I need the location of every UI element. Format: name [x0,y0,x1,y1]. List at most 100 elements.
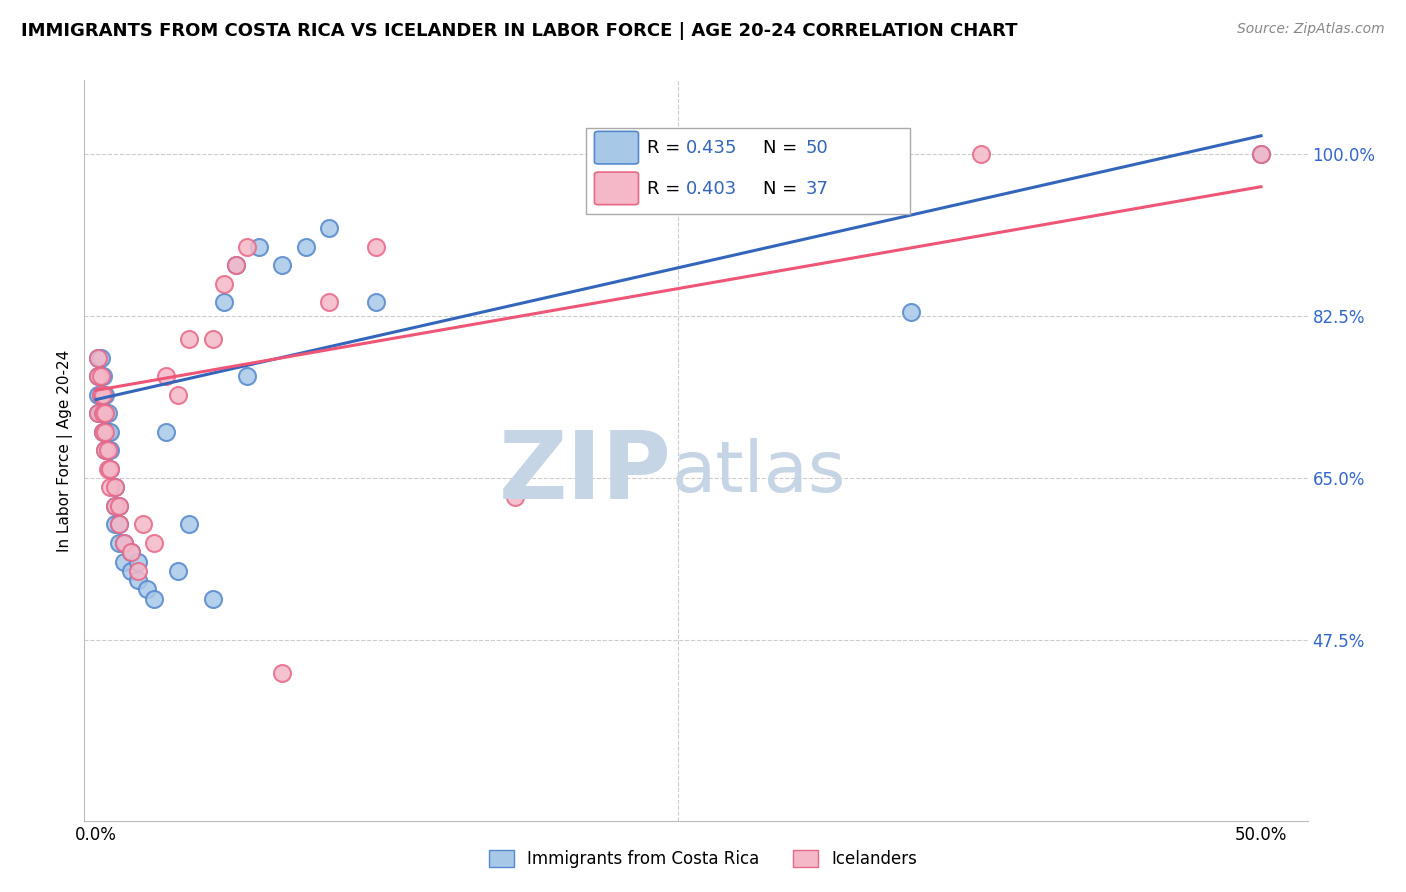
Point [87,369,110,384]
Point [98,443,121,458]
Point [90,351,112,365]
Text: Source: ZipAtlas.com: Source: ZipAtlas.com [1237,22,1385,37]
Point [104,481,127,495]
Point [212,277,235,291]
Point [236,240,259,254]
Point [90,388,112,402]
Point [87,407,110,421]
Point [112,554,135,569]
Point [91,369,114,384]
Text: atlas: atlas [672,438,846,508]
Point [236,369,259,384]
Point [120,545,142,559]
Point [91,388,114,402]
Point [127,554,149,569]
Point [90,369,112,384]
Point [225,259,247,273]
Point [271,259,294,273]
Point [131,517,153,532]
Point [166,388,188,402]
Point [90,407,112,421]
Point [91,425,114,439]
Point [112,536,135,550]
Legend: Immigrants from Costa Rica, Icelanders: Immigrants from Costa Rica, Icelanders [482,843,924,875]
Point [143,536,166,550]
Point [136,582,159,597]
Point [91,407,114,421]
Point [87,407,110,421]
Point [87,351,110,365]
Point [155,369,177,384]
Point [155,425,177,439]
Point [98,462,121,476]
Text: 50: 50 [806,138,828,157]
Point [143,591,166,606]
Text: N =: N = [763,138,803,157]
Point [108,517,131,532]
Point [127,573,149,587]
Point [87,351,110,365]
Point [294,240,316,254]
Point [94,443,117,458]
Point [104,499,127,513]
Point [94,425,117,439]
Point [505,490,527,504]
Point [970,147,993,161]
Point [225,259,247,273]
Point [318,295,340,310]
Point [87,388,110,402]
Point [120,564,142,578]
Y-axis label: In Labor Force | Age 20-24: In Labor Force | Age 20-24 [58,350,73,551]
Point [108,517,131,532]
Point [94,443,117,458]
Point [364,240,387,254]
Point [179,332,201,346]
Point [97,407,120,421]
Text: 0.435: 0.435 [686,138,738,157]
Text: 0.403: 0.403 [686,180,737,198]
Point [98,481,121,495]
Point [166,564,188,578]
Point [90,369,112,384]
Point [87,369,110,384]
Point [91,388,114,402]
Text: ZIP: ZIP [499,426,672,518]
Point [94,388,117,402]
Point [179,517,201,532]
Point [120,545,142,559]
Point [91,425,114,439]
Point [271,665,294,680]
Point [90,388,112,402]
Point [108,499,131,513]
Point [104,481,127,495]
Point [112,536,135,550]
Point [94,407,117,421]
Point [97,425,120,439]
Point [98,462,121,476]
FancyBboxPatch shape [595,172,638,204]
Text: R =: R = [647,138,686,157]
Point [104,499,127,513]
Point [94,425,117,439]
FancyBboxPatch shape [586,128,910,213]
Point [201,591,224,606]
Point [247,240,270,254]
FancyBboxPatch shape [595,131,638,164]
Point [127,564,149,578]
Point [104,517,127,532]
Point [97,443,120,458]
Text: IMMIGRANTS FROM COSTA RICA VS ICELANDER IN LABOR FORCE | AGE 20-24 CORRELATION C: IMMIGRANTS FROM COSTA RICA VS ICELANDER … [21,22,1018,40]
Text: N =: N = [763,180,803,198]
Text: 37: 37 [806,180,830,198]
Point [1250,147,1272,161]
Point [1250,147,1272,161]
Point [201,332,224,346]
Point [91,407,114,421]
Point [900,304,922,318]
Point [318,221,340,235]
Point [94,407,117,421]
Point [97,462,120,476]
Point [364,295,387,310]
Point [212,295,235,310]
Point [98,425,121,439]
